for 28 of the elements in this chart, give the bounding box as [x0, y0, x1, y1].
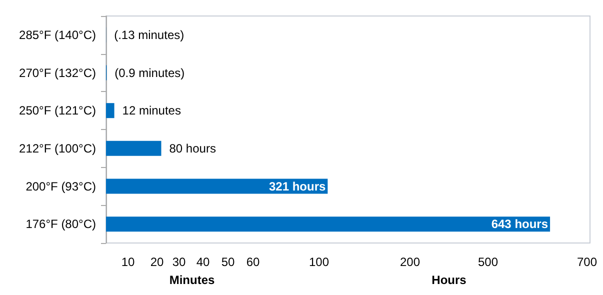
text: 200: [400, 255, 420, 269]
bar: [106, 216, 550, 232]
y-tick-label: 200°F (93°C): [26, 179, 96, 194]
bar: [106, 140, 162, 156]
text: 50: [221, 255, 235, 269]
data-label: 643 hours: [491, 217, 548, 232]
data-label: 80 hours: [169, 141, 216, 156]
data-label: (0.9 minutes): [114, 66, 185, 80]
bar: [106, 178, 328, 194]
y-tick-label: 212°F (100°C): [19, 141, 96, 156]
bar: [106, 103, 114, 118]
text: 40: [196, 255, 210, 269]
data-label: 12 minutes: [122, 104, 181, 118]
data-label: 321 hours: [268, 179, 326, 194]
y-tick-label: 270°F (132°C): [19, 66, 96, 80]
y-tick-label: 285°F (140°C): [19, 28, 96, 42]
text: 700: [576, 255, 598, 269]
text: 20: [150, 255, 164, 269]
data-label: (.13 minutes): [114, 28, 184, 42]
y-tick-label: 176°F (80°C): [26, 217, 96, 232]
text: 500: [478, 255, 498, 269]
text: 30: [172, 255, 186, 269]
text: Minutes: [169, 273, 215, 287]
text: 60: [246, 255, 260, 269]
y-tick-label: 250°F (121°C): [19, 104, 96, 118]
text: Hours: [432, 273, 467, 287]
text: 100: [308, 255, 330, 269]
text: 10: [121, 255, 135, 269]
